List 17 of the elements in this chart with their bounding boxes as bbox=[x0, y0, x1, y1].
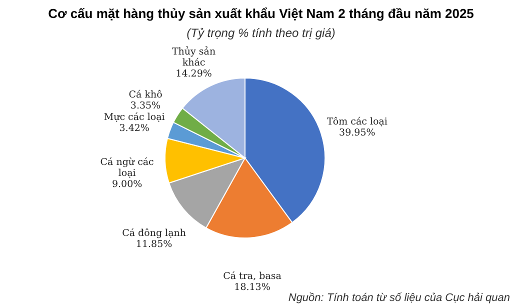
text: Nguồn: Tính toán từ số liệu của Cục hải quan bbox=[288, 292, 510, 304]
slice-label: Tôm các loại bbox=[326, 116, 388, 128]
slice-label: Mực các loại bbox=[104, 112, 165, 123]
data-label: 11.85% bbox=[136, 239, 172, 250]
slice-label: Cá tra, basa bbox=[223, 270, 282, 282]
chart-title: Cơ cấu mặt hàng thủy sản xuất khẩu Việt Nam 2 tháng đầu năm 2025 bbox=[48, 6, 474, 21]
data-label: 39.95% bbox=[339, 127, 376, 138]
data-label: 18.13% bbox=[234, 282, 270, 293]
slice-label: Cá ngừ các loại bbox=[100, 157, 154, 180]
chart-subtitle: (Tỷ trọng % tính theo trị giá) bbox=[186, 26, 336, 40]
data-label: 14.29% bbox=[176, 68, 212, 80]
slice-label: Thủy sản khác bbox=[172, 46, 216, 69]
data-label: 3.35% bbox=[130, 100, 161, 112]
data-label: 3.42% bbox=[119, 123, 150, 134]
slice-label: Cá khô bbox=[128, 90, 163, 101]
data-label: 9.00% bbox=[112, 179, 142, 190]
slice-label: Cá đông lạnh bbox=[122, 228, 186, 240]
